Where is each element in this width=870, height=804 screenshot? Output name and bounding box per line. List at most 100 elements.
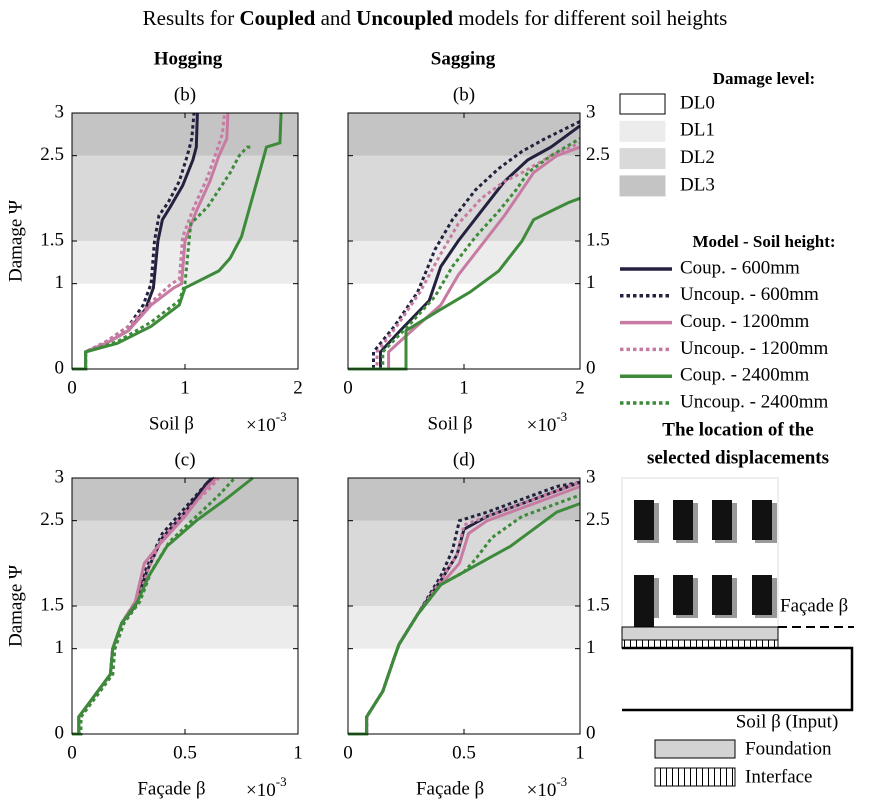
diagram-title: The location of the [662, 419, 813, 440]
x-exponent: ×10-3 [527, 409, 568, 436]
damage-band [348, 606, 580, 649]
legend-label: DL1 [680, 120, 715, 141]
column-title: Sagging [431, 48, 496, 69]
y-axis-label: Damage Ψ [5, 565, 26, 647]
foundation-label: Foundation [745, 738, 832, 759]
y-tick-label: 1 [586, 272, 596, 293]
y-tick-label: 1 [586, 637, 596, 658]
x-tick-label: 1 [575, 742, 585, 763]
panel-title: (b) [453, 84, 475, 105]
series-line [72, 112, 283, 371]
exponent-power: -3 [556, 409, 567, 424]
damage-band [348, 155, 580, 241]
x-axis-label: Soil β [428, 413, 473, 434]
series-line [72, 145, 253, 371]
damage-band [348, 648, 580, 734]
interface-label: Interface [745, 766, 813, 787]
x-exponent: ×10-3 [527, 774, 568, 801]
series-line [348, 137, 581, 371]
y-tick-label: 2.5 [40, 144, 64, 165]
damage-band [72, 113, 298, 156]
damage-band [72, 648, 298, 734]
y-tick-label: 0 [586, 357, 596, 378]
legend-label: Uncoup. - 600mm [680, 284, 819, 305]
title-part: models for different soil heights [453, 6, 728, 30]
series-line [348, 196, 581, 371]
x-axis-label: Soil β [149, 413, 194, 434]
x-exponent: ×10-3 [246, 409, 287, 436]
x-axis-label: Façade β [416, 778, 484, 799]
y-tick-label: 3 [586, 101, 596, 122]
x-tick-label: 0 [67, 377, 77, 398]
x-tick-label: 0.5 [452, 742, 476, 763]
y-tick-label: 0 [586, 722, 596, 743]
exponent-base: ×10 [246, 780, 276, 801]
y-tick-label: 1.5 [40, 229, 64, 250]
legend-swatch [619, 93, 666, 115]
legend-swatch [619, 148, 666, 170]
foundation [621, 626, 779, 641]
exponent-power: -3 [276, 774, 287, 789]
title-part: Coupled [239, 6, 316, 30]
y-tick-label: 2.5 [40, 509, 64, 530]
legend-label: Coup. - 1200mm [680, 311, 810, 332]
x-tick-label: 0 [343, 377, 353, 398]
foundation-swatch [654, 739, 736, 759]
damage-band [348, 520, 580, 606]
x-tick-label: 2 [575, 377, 585, 398]
diagram-title: selected displacements [647, 447, 829, 468]
column-title: Hogging [154, 48, 223, 69]
legend-label: Uncoup. - 2400mm [680, 391, 829, 412]
x-tick-label: 0.5 [173, 742, 197, 763]
legend-label: DL0 [680, 92, 715, 113]
figure-title: Results for Coupled and Uncoupled models… [0, 6, 870, 31]
x-tick-label: 1 [180, 377, 190, 398]
exponent-power: -3 [276, 409, 287, 424]
y-tick-label: 1 [55, 272, 65, 293]
series-line [72, 476, 236, 736]
legend-title: Model - Soil height: [692, 232, 835, 251]
legend-label: Coup. - 600mm [680, 257, 800, 278]
legend-label: DL2 [680, 147, 715, 168]
y-tick-label: 3 [55, 466, 65, 487]
exponent-base: ×10 [246, 415, 276, 436]
y-tick-label: 1 [55, 637, 65, 658]
legend-label: Uncoup. - 1200mm [680, 338, 829, 359]
damage-band [348, 283, 580, 369]
y-tick-label: 3 [586, 466, 596, 487]
x-tick-label: 0 [67, 742, 77, 763]
interface-swatch [654, 767, 736, 787]
y-tick-label: 1.5 [586, 594, 610, 615]
y-tick-label: 1.5 [586, 229, 610, 250]
y-tick-label: 0 [55, 357, 65, 378]
building-diagram [621, 477, 854, 787]
soil-outline [622, 646, 854, 712]
soil-label: Soil β (Input) [736, 711, 839, 732]
x-tick-label: 1 [459, 377, 469, 398]
damage-band [72, 283, 298, 369]
y-tick-label: 2.5 [586, 144, 610, 165]
x-tick-label: 2 [293, 377, 303, 398]
exponent-power: -3 [556, 774, 567, 789]
series-line [348, 141, 581, 371]
x-axis-label: Façade β [137, 778, 205, 799]
legend-swatch [619, 175, 666, 197]
y-tick-label: 2.5 [586, 509, 610, 530]
legend-label: Coup. - 2400mm [680, 365, 810, 386]
series-line [348, 120, 581, 371]
x-exponent: ×10-3 [246, 774, 287, 801]
damage-band [348, 241, 580, 284]
panel-title: (c) [174, 449, 195, 470]
x-tick-label: 0 [343, 742, 353, 763]
damage-band [348, 113, 580, 156]
title-part: Uncoupled [356, 6, 454, 30]
legend-label: DL3 [680, 174, 715, 195]
series-line [348, 145, 581, 371]
panel-title: (d) [453, 449, 475, 470]
legend-title: Damage level: [713, 69, 815, 88]
y-tick-label: 0 [55, 722, 65, 743]
exponent-base: ×10 [527, 780, 557, 801]
title-part: Results for [142, 6, 240, 30]
exponent-base: ×10 [527, 415, 557, 436]
